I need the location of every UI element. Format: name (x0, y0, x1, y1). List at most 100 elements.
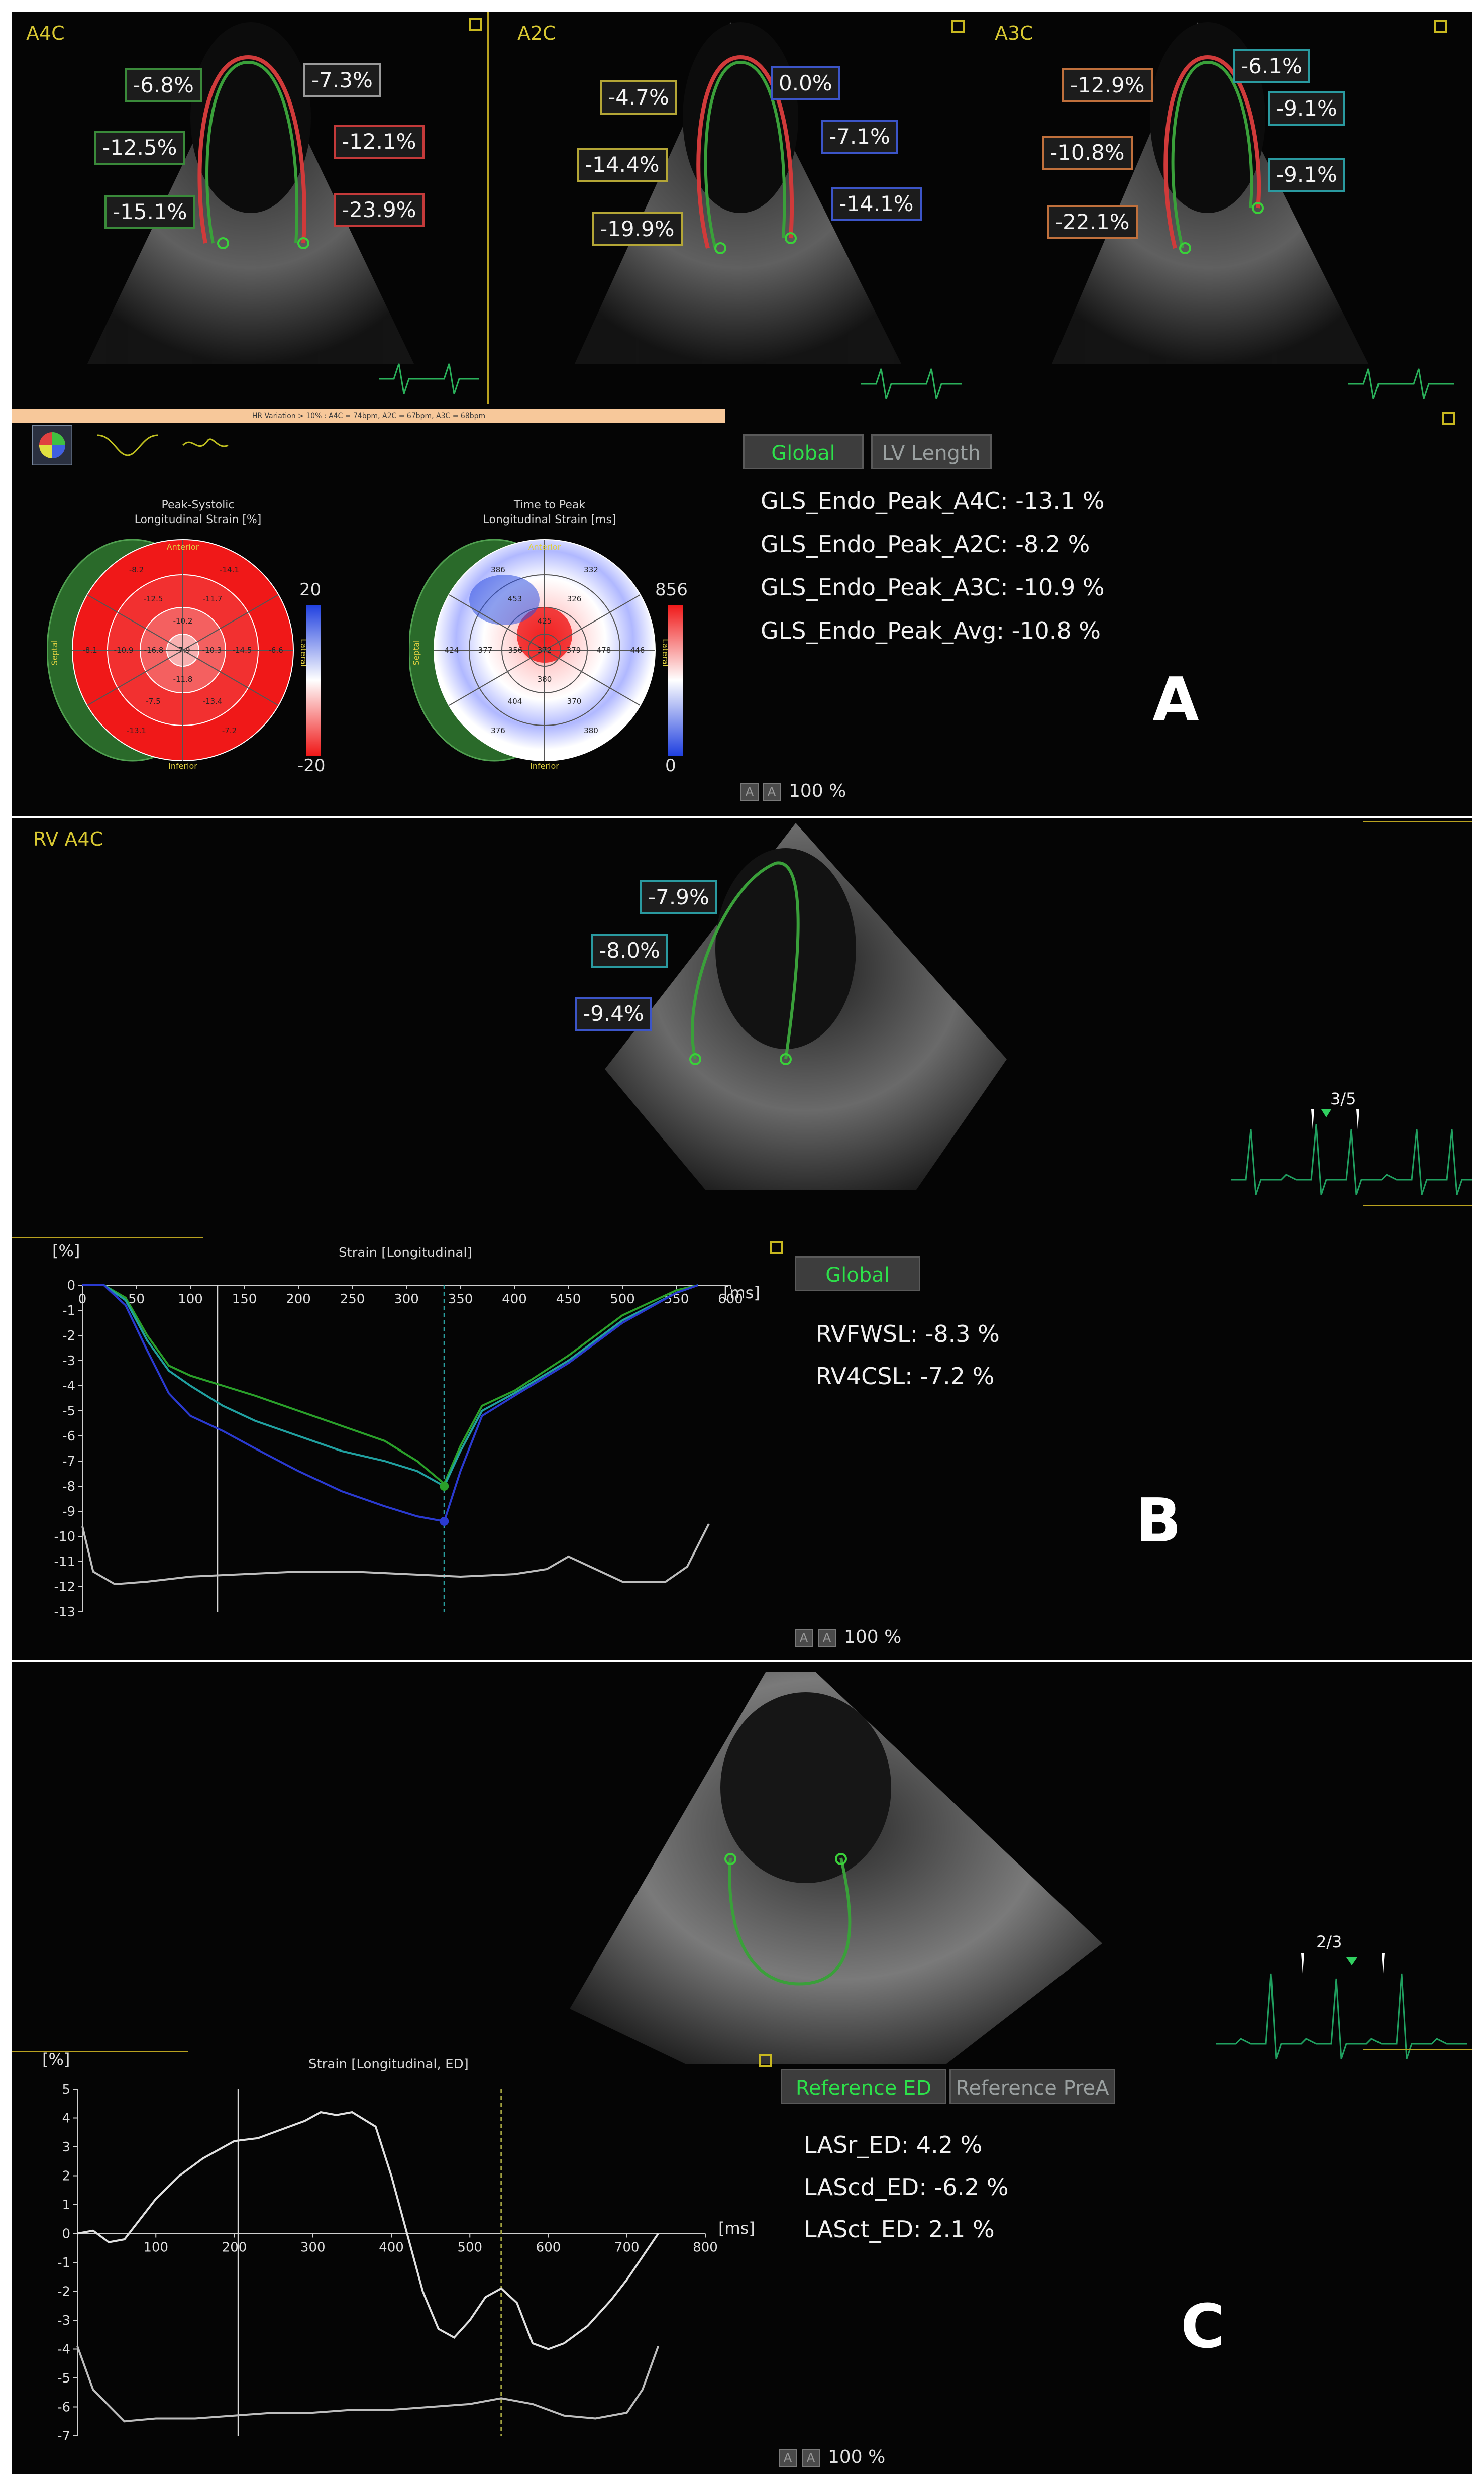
beat-counter: 3/5 (1330, 1089, 1356, 1108)
zoom-in-button[interactable]: A (802, 2449, 820, 2467)
series-line-1 (76, 2346, 660, 2423)
bullseye-segment-value: -11.7 (203, 594, 223, 603)
bullseye-segment-value: 404 (508, 697, 522, 706)
segment-value: -7.1% (821, 120, 898, 154)
x-tick-label: 600 (718, 1292, 743, 1307)
view-select-box[interactable] (770, 1241, 783, 1254)
metric-lascd: LAScd_ED: -6.2 % (804, 2173, 1009, 2201)
chart-title: Strain [Longitudinal, ED] (308, 2057, 469, 2072)
strain-line-chart-la: 100 200 300 400 500 600 700 800 5 4 3 2 1 0 -1 -2 -3 -4 -5… (57, 2082, 718, 2444)
bullseye-segment-value: -10.9 (114, 646, 134, 655)
bullseye-segment-value: -14.5 (233, 646, 252, 655)
bullseye-segment-value: 453 (508, 594, 522, 603)
x-tick-label: 700 (614, 2240, 640, 2255)
series-line-3 (81, 1523, 710, 1586)
y-tick-label: 4 (62, 2111, 70, 2126)
x-tick-label: 500 (457, 2240, 482, 2255)
panel-letter: A (1152, 665, 1199, 735)
ecg-trace (1216, 1953, 1467, 2059)
x-tick-label: 800 (693, 2240, 718, 2255)
y-axis-label: [%] (52, 1241, 80, 1260)
metric-lasr: LASr_ED: 4.2 % (804, 2131, 983, 2158)
y-tick-label: 1 (62, 2198, 70, 2213)
segment-value: -9.4% (575, 997, 652, 1031)
segment-value: -9.1% (1268, 158, 1345, 192)
panel-letter: C (1181, 2292, 1225, 2362)
tab-lv-length[interactable]: LV Length (871, 434, 992, 469)
bullseye-segment-value: 386 (491, 565, 505, 574)
series-line-0 (77, 2111, 659, 2350)
tab-reference-prea[interactable]: Reference PreA (949, 2069, 1115, 2104)
segment-value: 0.0% (771, 66, 840, 101)
series-line-0 (82, 1284, 698, 1486)
view-select-box[interactable] (469, 18, 482, 31)
zoom-level: 100 % (789, 781, 846, 801)
panel-a: A4C -6.8% -7.3% -12.5% -12.1% -15.1% -23… (12, 12, 1472, 816)
x-tick-label: 350 (448, 1292, 473, 1307)
segment-value: -19.9% (592, 212, 683, 247)
divider (12, 2051, 188, 2052)
zoom-in-button[interactable]: A (818, 1629, 836, 1647)
view-label-a2c: A2C (517, 22, 556, 44)
y-tick-label: -7 (62, 1454, 75, 1469)
y-tick-label: -12 (54, 1580, 75, 1595)
metric-gls-a2c: GLS_Endo_Peak_A2C: -8.2 % (761, 531, 1090, 558)
bullseye-segment-value: 380 (584, 726, 598, 735)
divider (1363, 1205, 1472, 1206)
zoom-in-button[interactable]: A (763, 783, 781, 801)
bullseye-strain-title: Peak-Systolic Longitudinal Strain [%] (134, 499, 262, 526)
x-axis-label: [ms] (723, 1283, 760, 1302)
divider (487, 12, 489, 404)
tab-reference-ed[interactable]: Reference ED (781, 2069, 946, 2104)
label-anterior: Anterior (167, 542, 199, 552)
bullseye-segment-value: 425 (538, 616, 552, 626)
bullseye-segment-value: -7.2 (222, 726, 237, 735)
zoom-out-button[interactable]: A (795, 1629, 813, 1647)
bullseye-segment-value: 372 (538, 646, 552, 655)
divider (12, 1237, 203, 1238)
x-axis-label: [ms] (718, 2219, 755, 2238)
echo-image-a2c (575, 22, 962, 399)
x-tick-label: 400 (379, 2240, 404, 2255)
y-tick-label: -3 (57, 2313, 70, 2328)
x-tick-label: 600 (536, 2240, 561, 2255)
zoom-out-button[interactable]: A (740, 783, 759, 801)
view-label-a3c: A3C (995, 22, 1033, 44)
metric-gls-a4c: GLS_Endo_Peak_A4C: -13.1 % (761, 487, 1105, 514)
zoom-level: 100 % (844, 1627, 902, 1647)
strain-color-scale (306, 605, 321, 756)
view-select-box[interactable] (951, 20, 965, 33)
color-wheel-icon[interactable] (32, 425, 72, 465)
beat-counter: 2/3 (1316, 1932, 1342, 1951)
bullseye-segment-value: 356 (508, 646, 523, 655)
y-tick-label: -1 (62, 1303, 75, 1318)
echo-image-a4c (87, 22, 479, 394)
scale-min: -20 (297, 756, 326, 776)
segment-value: -15.1% (104, 195, 195, 230)
view-select-box[interactable] (1434, 20, 1447, 33)
chart-title: Strain [Longitudinal] (339, 1245, 472, 1260)
bullseye-segment-value: 379 (567, 646, 581, 655)
segment-value: -6.8% (125, 68, 202, 103)
zoom-out-button[interactable]: A (779, 2449, 797, 2467)
y-tick-label: -7 (57, 2429, 70, 2444)
y-tick-label: 2 (62, 2169, 70, 2184)
view-select-box[interactable] (759, 2054, 772, 2067)
bullseye-segment-value: 370 (567, 697, 582, 706)
view-a4c: A4C -6.8% -7.3% -12.5% -12.1% -15.1% -23… (12, 12, 489, 404)
y-tick-label: -13 (54, 1605, 75, 1620)
view-select-box[interactable] (1442, 412, 1455, 425)
tab-global[interactable]: Global (795, 1256, 920, 1291)
segment-value: -12.9% (1062, 68, 1153, 103)
bullseye-segment-value: 326 (567, 594, 582, 603)
label-inferior: Inferior (530, 761, 559, 771)
bullseye-segment-value: 446 (630, 646, 645, 655)
bullseye-segment-value: -16.8 (144, 646, 164, 655)
y-tick-label: -9 (62, 1504, 75, 1519)
y-tick-label: -8 (62, 1479, 75, 1494)
tab-global[interactable]: Global (743, 434, 864, 469)
segment-value: -14.4% (577, 148, 668, 182)
view-a2c: A2C -4.7% 0.0% -14.4% -7.1% -19.9% -14.1… (509, 12, 987, 404)
segment-value: -23.9% (334, 193, 425, 228)
x-tick-label: 450 (556, 1292, 581, 1307)
